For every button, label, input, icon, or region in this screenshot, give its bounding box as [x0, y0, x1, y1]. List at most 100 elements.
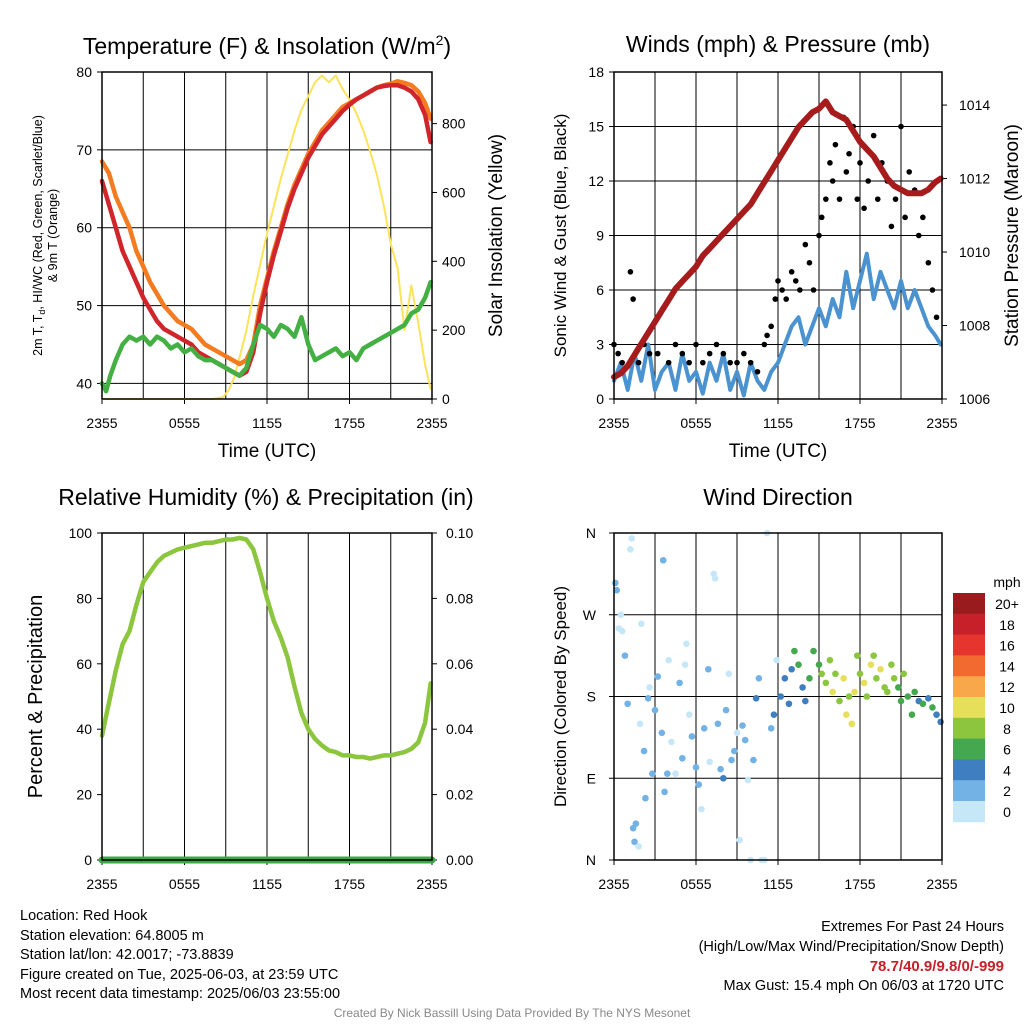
direction-point — [714, 720, 722, 728]
colorbar-label: 14 — [999, 658, 1015, 674]
temp-2m-line — [99, 82, 433, 378]
gust-dot — [783, 296, 789, 302]
direction-point — [706, 758, 713, 766]
y-tick-label: 3 — [596, 337, 604, 353]
direction-point — [897, 697, 905, 705]
gust-dot — [627, 269, 634, 275]
direction-point — [730, 747, 738, 755]
gust-dot — [902, 214, 908, 221]
x-tick-label: 0555 — [169, 876, 200, 892]
plot-frame — [101, 532, 433, 861]
direction-point — [848, 720, 856, 728]
direction-point — [648, 770, 656, 778]
x-axis-label: Time (UTC) — [218, 441, 317, 462]
gust-dot — [915, 232, 922, 239]
colorbar-swatch — [953, 634, 985, 656]
x-tick-label: 2355 — [86, 415, 117, 431]
direction-point — [664, 770, 671, 778]
y-tick-label: N — [586, 852, 596, 868]
direction-point — [711, 575, 719, 582]
y-tick-label: 40 — [76, 721, 92, 737]
direction-point — [937, 718, 944, 726]
gust-dot — [925, 259, 932, 266]
colorbar-swatch — [953, 759, 985, 781]
direction-point — [661, 788, 668, 796]
direction-point — [627, 546, 634, 553]
direction-point — [632, 820, 640, 827]
y-tick-label: 6 — [596, 282, 604, 298]
direction-point — [781, 675, 789, 682]
chart-title: Temperature (F) & Insolation (W/m2) — [83, 32, 451, 59]
x-tick-label: 2355 — [416, 876, 447, 892]
direction-point — [695, 781, 703, 788]
y-axis-label-part: 2m T, T — [31, 314, 45, 356]
direction-point — [736, 836, 744, 844]
gust-dot — [764, 332, 770, 339]
direction-point — [773, 656, 780, 664]
x-tick-label: 2355 — [926, 876, 957, 892]
y-tick-label: 100 — [69, 525, 93, 541]
y2-tick-label: 1006 — [959, 391, 990, 407]
chart-title-end: ) — [443, 33, 451, 59]
x-tick-label: 2355 — [416, 415, 447, 431]
direction-point — [815, 661, 823, 669]
colorbar-swatch — [953, 717, 985, 740]
direction-point — [636, 720, 644, 728]
gust-dot — [665, 359, 672, 366]
direction-point — [894, 684, 902, 691]
extremes-heading: Extremes For Past 24 Hours — [821, 919, 1004, 935]
gust-dot — [646, 350, 653, 357]
station-pressure-line — [611, 98, 944, 380]
y2-tick-label: 0.04 — [446, 721, 473, 737]
gust-dot — [779, 287, 785, 293]
colorbar-swatch — [953, 738, 985, 760]
y-axis-label: Sonic Wind & Gust (Blue, Black) — [551, 114, 570, 358]
direction-point — [845, 693, 853, 700]
colorbar-title: mph — [993, 574, 1020, 590]
direction-point — [692, 764, 700, 771]
colorbar-label: 16 — [999, 638, 1015, 654]
direction-point — [624, 700, 631, 708]
y-tick-label: N — [586, 525, 596, 541]
x-tick-label: 2355 — [926, 415, 957, 431]
y-axis-label: Percent & Precipitation — [25, 595, 47, 798]
direction-point — [767, 724, 775, 732]
data-timestamp: Most recent data timestamp: 2025/06/03 2… — [20, 986, 341, 1002]
y2-tick-label: 0 — [442, 391, 450, 407]
x-tick-label: 1755 — [844, 876, 875, 892]
direction-point — [822, 679, 830, 687]
direction-point — [884, 688, 891, 696]
y-tick-label: 80 — [76, 64, 92, 80]
direction-point — [651, 706, 659, 714]
direction-point — [631, 838, 638, 846]
direction-point — [638, 620, 645, 628]
credit-line: Created By Nick Bassill Using Data Provi… — [333, 1006, 691, 1020]
plot-frame — [613, 71, 943, 400]
x-tick-label: 0555 — [680, 415, 711, 431]
y2-tick-label: 0.08 — [446, 590, 473, 606]
y2-tick-label: 0.06 — [446, 656, 473, 672]
x-tick-label: 0555 — [169, 415, 200, 431]
direction-point — [668, 738, 675, 746]
plot-frame — [613, 532, 943, 861]
gust-dot — [630, 296, 636, 302]
y2-axis-label: Solar Insolation (Yellow) — [486, 134, 507, 337]
direction-point — [829, 688, 836, 696]
direction-point — [752, 695, 760, 702]
x-tick-label: 2355 — [86, 876, 117, 892]
gust-dot — [679, 350, 686, 357]
direction-point — [612, 579, 619, 587]
x-axis-label: Time (UTC) — [729, 441, 828, 462]
gust-dot — [898, 123, 904, 130]
direction-point — [683, 640, 690, 648]
colorbar-swatch — [953, 613, 985, 636]
direction-point — [640, 747, 648, 755]
direction-point — [860, 679, 868, 687]
direction-point — [733, 729, 741, 737]
direction-point — [617, 611, 625, 619]
gust-dot — [816, 232, 822, 239]
direction-point — [646, 684, 653, 691]
sonic-wind-line — [612, 251, 943, 398]
